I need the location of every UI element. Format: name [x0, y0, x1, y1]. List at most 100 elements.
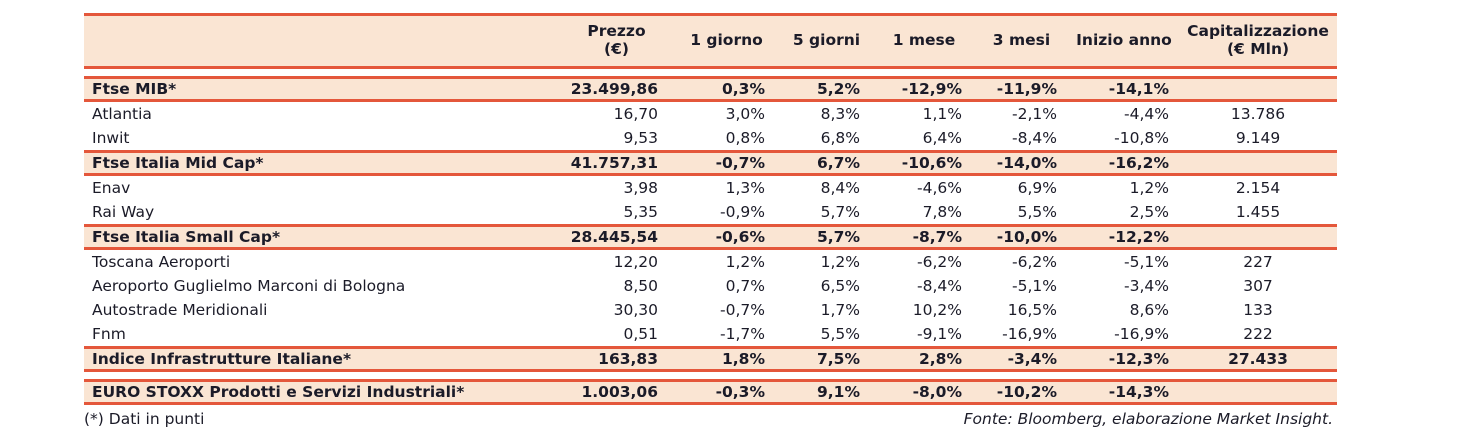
table-row-euro-stoxx: EURO STOXX Prodotti e Servizi Industrial… [84, 379, 1337, 405]
cell-1-giorno: -0,7% [720, 301, 765, 319]
cell-1-mese: -9,1% [917, 325, 962, 343]
cell-3-mesi: -14,0% [996, 154, 1057, 172]
table-header-row: Prezzo (€) 1 giorno 5 giorni 1 mese 3 me… [84, 13, 1337, 69]
cell-1-mese: -10,6% [901, 154, 962, 172]
cell-5-giorni: 5,7% [817, 228, 860, 246]
cell-1-mese: 10,2% [912, 301, 962, 319]
cell-3-mesi: -10,0% [996, 228, 1057, 246]
cell-price: 1.003,06 [581, 383, 659, 401]
cell-1-giorno: -0,9% [720, 203, 765, 221]
cell-5-giorni: 9,1% [817, 383, 860, 401]
cell-price: 28.445,54 [570, 228, 658, 246]
table-row-ftse-mid-cap: Ftse Italia Mid Cap* 41.757,31 -0,7% 6,7… [84, 150, 1337, 176]
cell-3-mesi: -8,4% [1012, 129, 1057, 147]
cell-inizio-anno: 8,6% [1129, 301, 1169, 319]
table-row-indice-infrastrutture: Indice Infrastrutture Italiane* 163,83 1… [84, 346, 1337, 372]
cell-inizio-anno: -12,3% [1108, 350, 1169, 368]
cell-price: 23.499,86 [570, 80, 658, 98]
cell-name: EURO STOXX Prodotti e Servizi Industrial… [92, 383, 465, 401]
cell-1-giorno: 1,2% [725, 253, 765, 271]
table-row-aeroporto-marconi-bologna: Aeroporto Guglielmo Marconi di Bologna 8… [84, 274, 1337, 298]
cell-name: Ftse MIB* [92, 80, 177, 98]
cell-1-giorno: -0,3% [715, 383, 765, 401]
cell-price: 3,98 [623, 179, 658, 197]
cell-price: 163,83 [598, 350, 658, 368]
cell-price: 0,51 [623, 325, 658, 343]
cell-1-mese: 6,4% [922, 129, 962, 147]
header-cap-line2: (€ Mln) [1226, 40, 1290, 58]
cell-name: Ftse Italia Mid Cap* [92, 154, 264, 172]
header-price-line2: (€) [604, 40, 629, 58]
cell-1-giorno: -0,7% [715, 154, 765, 172]
cell-3-mesi: 6,9% [1017, 179, 1057, 197]
cell-5-giorni: 8,3% [820, 105, 860, 123]
cell-inizio-anno: 1,2% [1129, 179, 1169, 197]
header-capitalizzazione: Capitalizzazione (€ Mln) [1179, 22, 1337, 59]
table-row-rai-way: Rai Way 5,35 -0,9% 5,7% 7,8% 5,5% 2,5% 1… [84, 200, 1337, 224]
cell-1-mese: -6,2% [917, 253, 962, 271]
header-price-line1: Prezzo [587, 22, 646, 41]
cell-price: 16,70 [613, 105, 658, 123]
cell-3-mesi: -6,2% [1012, 253, 1057, 271]
cell-1-mese: -8,7% [912, 228, 962, 246]
cell-inizio-anno: -16,2% [1108, 154, 1169, 172]
cell-inizio-anno: -10,8% [1114, 129, 1169, 147]
cell-1-mese: 2,8% [919, 350, 962, 368]
cell-price: 8,50 [623, 277, 658, 295]
cell-capitalizzazione: 222 [1243, 325, 1273, 343]
table-row-ftse-small-cap: Ftse Italia Small Cap* 28.445,54 -0,6% 5… [84, 224, 1337, 250]
header-cap-line1: Capitalizzazione [1187, 22, 1329, 41]
section-gap [84, 69, 1337, 76]
cell-capitalizzazione: 133 [1243, 301, 1273, 319]
cell-inizio-anno: -3,4% [1124, 277, 1169, 295]
cell-5-giorni: 1,7% [820, 301, 860, 319]
cell-name: Enav [92, 179, 131, 197]
cell-3-mesi: -16,9% [1002, 325, 1057, 343]
cell-3-mesi: -3,4% [1007, 350, 1057, 368]
cell-5-giorni: 8,4% [820, 179, 860, 197]
cell-5-giorni: 5,5% [820, 325, 860, 343]
cell-5-giorni: 5,7% [820, 203, 860, 221]
cell-price: 5,35 [623, 203, 658, 221]
cell-5-giorni: 1,2% [820, 253, 860, 271]
table-row-atlantia: Atlantia 16,70 3,0% 8,3% 1,1% -2,1% -4,4… [84, 102, 1337, 126]
cell-3-mesi: -5,1% [1012, 277, 1057, 295]
cell-5-giorni: 6,8% [820, 129, 860, 147]
cell-1-giorno: -0,6% [715, 228, 765, 246]
cell-1-mese: -12,9% [901, 80, 962, 98]
cell-name: Toscana Aeroporti [92, 253, 231, 271]
cell-inizio-anno: 2,5% [1129, 203, 1169, 221]
table-row-ftse-mib: Ftse MIB* 23.499,86 0,3% 5,2% -12,9% -11… [84, 76, 1337, 102]
table-row-enav: Enav 3,98 1,3% 8,4% -4,6% 6,9% 1,2% 2.15… [84, 176, 1337, 200]
market-table: Prezzo (€) 1 giorno 5 giorni 1 mese 3 me… [84, 13, 1337, 405]
table-footer: (*) Dati in punti Fonte: Bloomberg, elab… [84, 405, 1337, 428]
cell-1-giorno: 1,3% [725, 179, 765, 197]
cell-1-giorno: 1,8% [722, 350, 765, 368]
table-row-toscana-aeroporti: Toscana Aeroporti 12,20 1,2% 1,2% -6,2% … [84, 250, 1337, 274]
cell-1-giorno: -1,7% [720, 325, 765, 343]
cell-3-mesi: 16,5% [1007, 301, 1057, 319]
cell-name: Atlantia [92, 105, 152, 123]
cell-inizio-anno: -14,3% [1108, 383, 1169, 401]
cell-capitalizzazione: 307 [1243, 277, 1273, 295]
cell-price: 9,53 [623, 129, 658, 147]
cell-capitalizzazione: 2.154 [1235, 179, 1281, 197]
cell-1-giorno: 0,8% [725, 129, 765, 147]
cell-name: Autostrade Meridionali [92, 301, 268, 319]
section-gap [84, 372, 1337, 379]
cell-inizio-anno: -16,9% [1114, 325, 1169, 343]
cell-inizio-anno: -4,4% [1124, 105, 1169, 123]
header-inizio-anno: Inizio anno [1076, 31, 1172, 50]
cell-1-mese: -8,0% [912, 383, 962, 401]
cell-1-mese: -4,6% [917, 179, 962, 197]
cell-1-giorno: 0,7% [725, 277, 765, 295]
table-row-inwit: Inwit 9,53 0,8% 6,8% 6,4% -8,4% -10,8% 9… [84, 126, 1337, 150]
source-attribution: Fonte: Bloomberg, elaborazione Market In… [963, 410, 1333, 428]
cell-capitalizzazione: 1.455 [1235, 203, 1281, 221]
cell-capitalizzazione: 13.786 [1230, 105, 1286, 123]
cell-price: 30,30 [613, 301, 658, 319]
cell-5-giorni: 6,7% [817, 154, 860, 172]
cell-1-mese: -8,4% [917, 277, 962, 295]
cell-3-mesi: -10,2% [996, 383, 1057, 401]
